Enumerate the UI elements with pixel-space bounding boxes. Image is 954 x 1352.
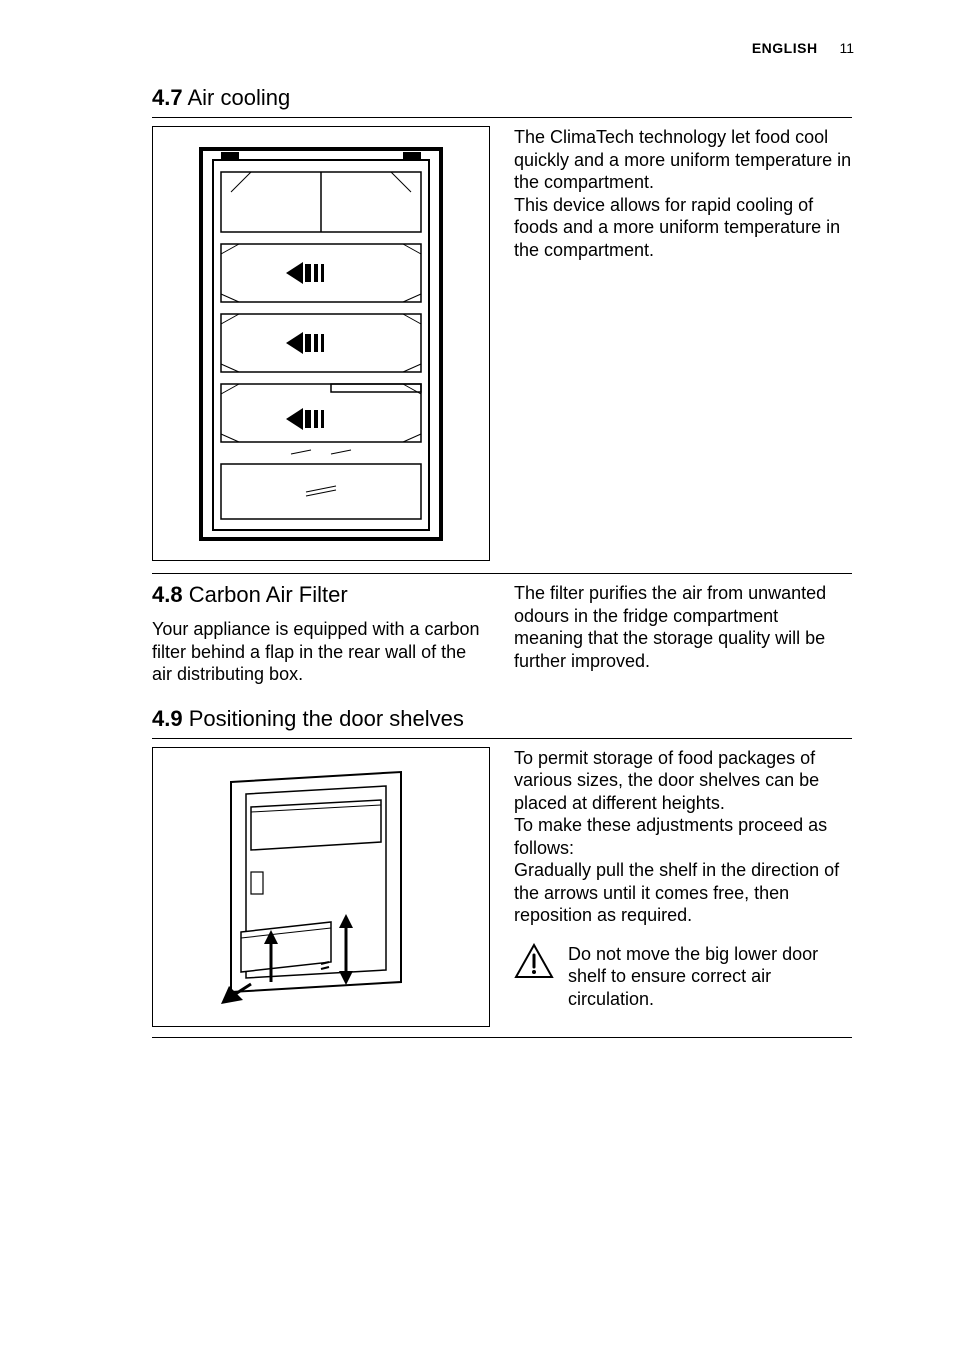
section-49-heading: 4.9 Positioning the door shelves bbox=[152, 706, 852, 732]
section-49-number: 4.9 bbox=[152, 706, 183, 731]
header-page-number: 11 bbox=[839, 40, 854, 56]
section-rule bbox=[152, 1037, 852, 1038]
warning-block: Do not move the big lower door shelf to … bbox=[514, 943, 852, 1011]
header-language: ENGLISH bbox=[752, 40, 818, 56]
section-rule bbox=[152, 117, 852, 118]
section-48-number: 4.8 bbox=[152, 582, 183, 607]
page-content: 4.7 Air cooling bbox=[152, 85, 852, 1046]
fridge-interior-icon bbox=[191, 144, 451, 544]
warning-text: Do not move the big lower door shelf to … bbox=[568, 943, 852, 1011]
section-47-para1: The ClimaTech technology let food cool q… bbox=[514, 126, 852, 194]
section-door-shelves: 4.9 Positioning the door shelves bbox=[152, 706, 852, 1038]
section-49-para1: To permit storage of food packages of va… bbox=[514, 747, 852, 815]
section-48-heading: 4.8 Carbon Air Filter bbox=[152, 582, 490, 608]
figure-air-cooling bbox=[152, 126, 490, 561]
section-rule bbox=[152, 738, 852, 739]
section-48-title: Carbon Air Filter bbox=[189, 582, 348, 607]
section-49-title: Positioning the door shelves bbox=[189, 706, 464, 731]
section-49-para2: To make these adjustments proceed as fol… bbox=[514, 814, 852, 859]
section-47-para2: This device allows for rapid cooling of … bbox=[514, 194, 852, 262]
section-carbon-filter: 4.8 Carbon Air Filter Your appliance is … bbox=[152, 573, 852, 686]
section-49-para3: Gradually pull the shelf in the directio… bbox=[514, 859, 852, 927]
section-48-left-text: Your appliance is equipped with a carbon… bbox=[152, 618, 490, 686]
figure-door-shelves bbox=[152, 747, 490, 1027]
section-47-title: Air cooling bbox=[188, 85, 291, 110]
section-48-right-text: The filter purifies the air from unwante… bbox=[514, 582, 852, 672]
section-47-number: 4.7 bbox=[152, 85, 183, 110]
section-rule bbox=[152, 573, 852, 574]
page-header: ENGLISH 11 bbox=[752, 40, 854, 56]
door-shelf-icon bbox=[171, 762, 471, 1012]
warning-icon bbox=[514, 943, 554, 984]
section-air-cooling: 4.7 Air cooling bbox=[152, 85, 852, 561]
section-47-heading: 4.7 Air cooling bbox=[152, 85, 852, 111]
